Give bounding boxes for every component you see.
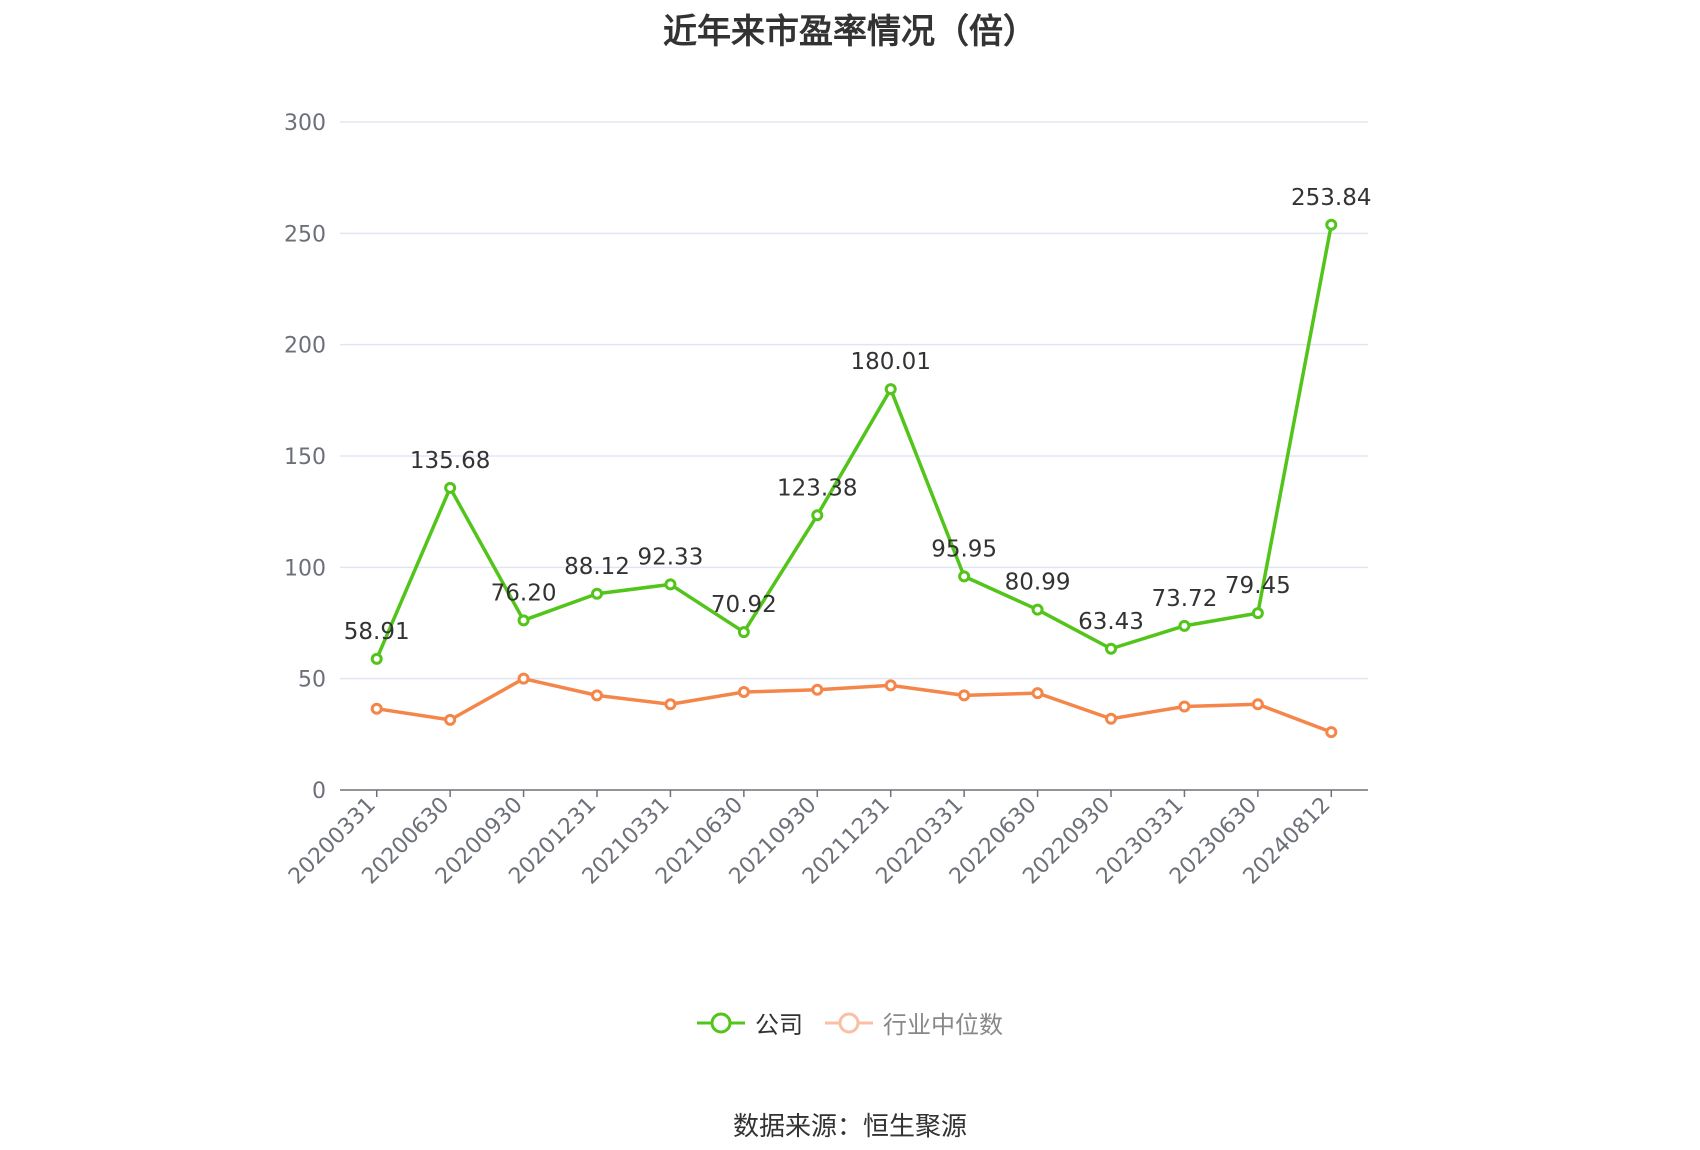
company-point xyxy=(958,570,971,583)
data-labels: 58.91 135.68 76.20 88.12 92.33 70.92 123.38 180… xyxy=(344,185,1372,645)
legend-industry-label: 行业中位数 xyxy=(883,1011,1003,1039)
data-label: 95.95 xyxy=(931,536,997,562)
chart-title: 近年来市盈率情况（倍） xyxy=(663,12,1037,52)
legend: 公司 行业中位数 xyxy=(0,1005,1700,1040)
industry-point xyxy=(958,689,971,702)
series-layer xyxy=(370,218,1338,739)
legend-industry-symbol xyxy=(825,1012,873,1033)
industry-point xyxy=(1178,700,1191,713)
company-point xyxy=(811,509,824,522)
legend-item-company[interactable]: 公司 xyxy=(697,1005,803,1040)
y-tick-label: 0 xyxy=(312,779,326,804)
grid-lines xyxy=(340,121,1368,680)
y-tick-label: 250 xyxy=(284,222,326,247)
industry-point xyxy=(1251,698,1264,711)
industry-point xyxy=(444,713,457,726)
industry-point xyxy=(811,683,824,696)
y-tick-label: 50 xyxy=(298,668,326,693)
data-label: 80.99 xyxy=(1005,570,1071,596)
data-label: 79.45 xyxy=(1225,573,1291,599)
company-point xyxy=(1031,603,1044,616)
y-tick-label: 200 xyxy=(284,334,326,359)
company-point xyxy=(884,383,897,396)
data-label: 180.01 xyxy=(850,349,930,375)
y-tick-label: 150 xyxy=(284,445,326,470)
legend-company-label: 公司 xyxy=(755,1011,803,1039)
y-axis: 0 50 100 150 200 250 300 xyxy=(284,111,326,804)
industry-point xyxy=(1105,712,1117,725)
company-point xyxy=(444,481,457,494)
company-point xyxy=(1178,619,1191,632)
industry-point xyxy=(591,689,603,702)
data-label: 88.12 xyxy=(564,554,630,580)
legend-company-symbol xyxy=(697,1012,745,1033)
industry-point xyxy=(737,686,750,699)
industry-point xyxy=(664,698,677,711)
industry-line xyxy=(376,676,1332,734)
company-point xyxy=(664,578,677,591)
data-label: 70.92 xyxy=(711,592,777,618)
data-label: 63.43 xyxy=(1078,609,1144,635)
data-source: 数据来源：恒生聚源 xyxy=(732,1112,967,1142)
y-tick-label: 100 xyxy=(284,556,326,581)
industry-point xyxy=(370,702,383,715)
company-point xyxy=(1251,607,1264,620)
industry-point xyxy=(1325,726,1338,739)
company-point xyxy=(1325,218,1338,231)
y-tick-label: 300 xyxy=(284,111,326,136)
data-label: 253.84 xyxy=(1291,185,1371,211)
company-point xyxy=(517,614,530,627)
industry-point xyxy=(884,679,897,692)
data-label: 73.72 xyxy=(1151,586,1217,612)
company-point xyxy=(591,587,603,600)
company-point xyxy=(370,652,383,665)
line-chart: 0 50 100 150 200 250 300 202003312020063020200… xyxy=(284,111,1372,889)
data-label: 58.91 xyxy=(344,619,410,645)
data-label: 92.33 xyxy=(637,544,703,570)
x-axis: 2020033120200630202009302020123120210331… xyxy=(284,789,1368,889)
data-label: 135.68 xyxy=(410,448,490,474)
company-line xyxy=(375,224,1334,660)
data-label: 123.38 xyxy=(777,475,857,501)
company-point xyxy=(1105,642,1117,655)
data-label: 76.20 xyxy=(491,580,557,606)
industry-point xyxy=(517,672,530,685)
industry-point xyxy=(1031,687,1044,700)
legend-item-industry[interactable]: 行业中位数 xyxy=(825,1005,1003,1040)
company-point xyxy=(737,626,750,639)
